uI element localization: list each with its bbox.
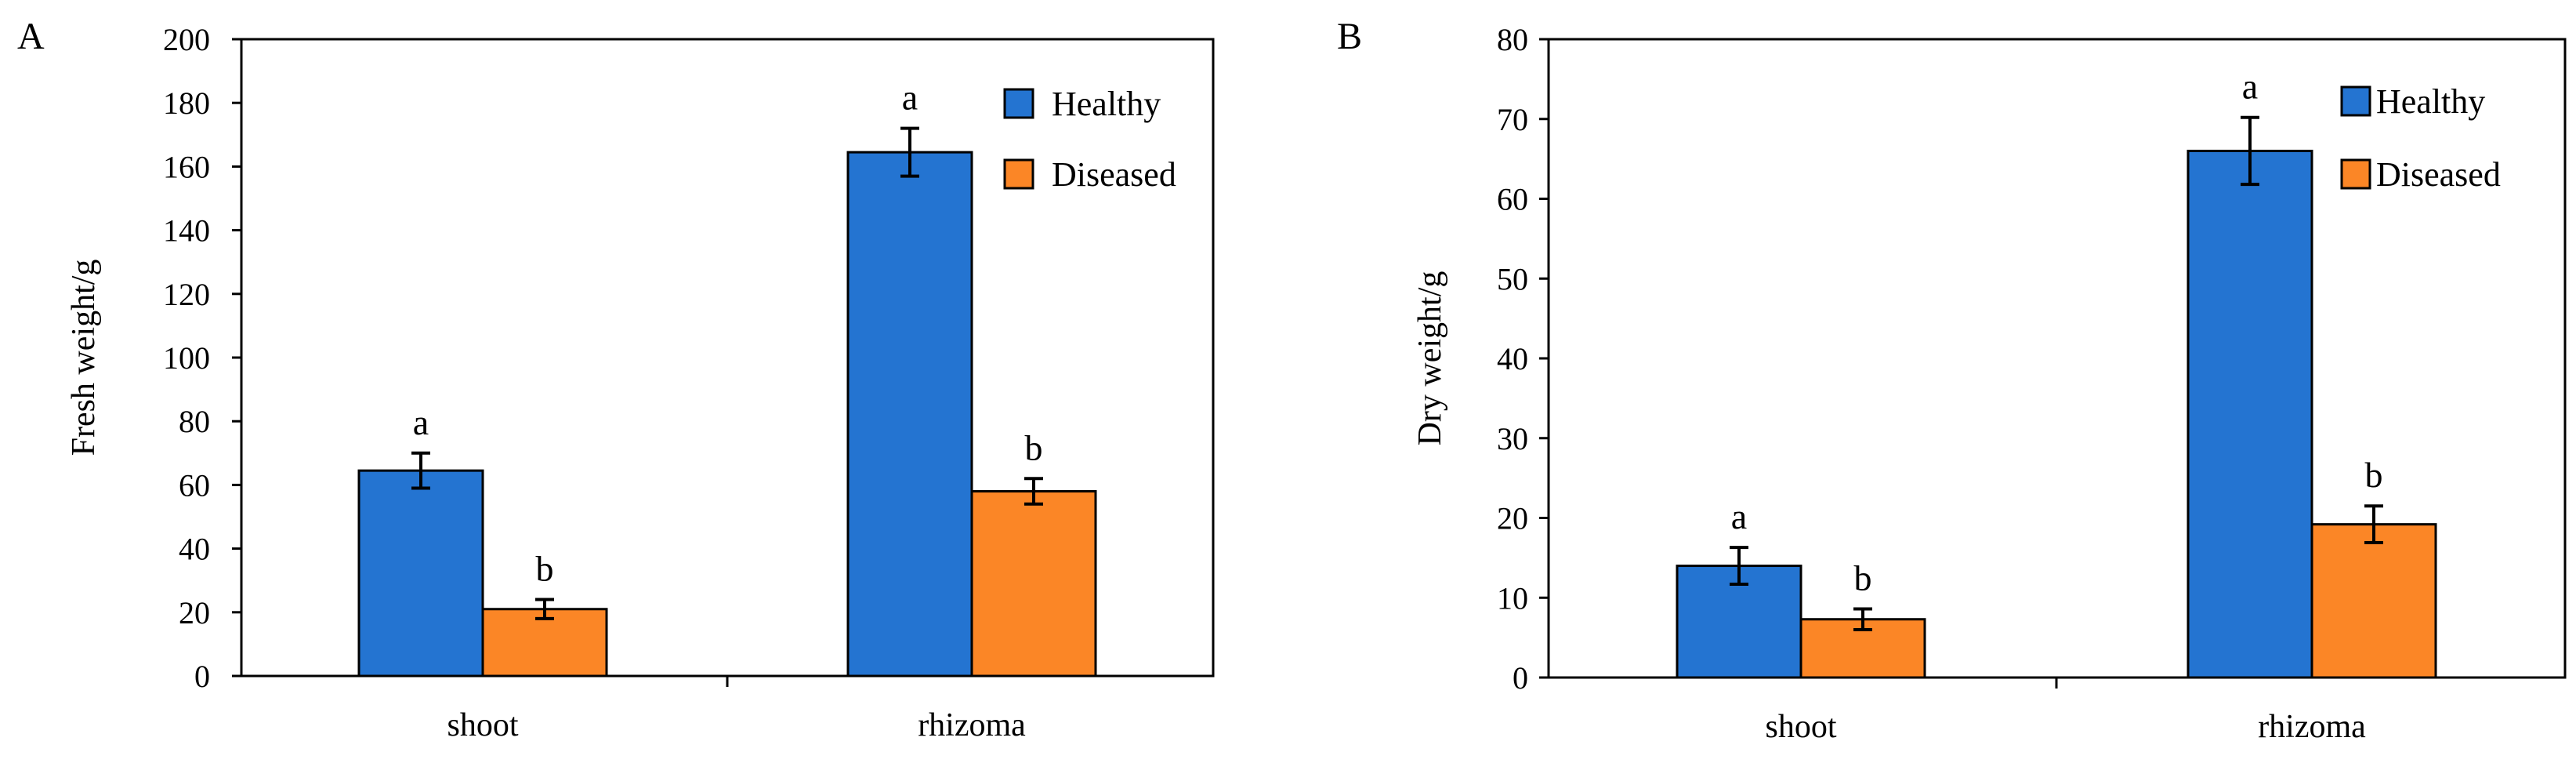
- panel-b-y-tick-label: 70: [1497, 102, 1528, 137]
- panel-a-legend-swatch-healthy: [1003, 88, 1034, 119]
- panel-b-x-tick-label: shoot: [1765, 709, 1836, 745]
- panel-b-y-tick-label: 40: [1497, 341, 1528, 376]
- panel-b-label: B: [1337, 16, 1362, 57]
- panel-a-y-tick-label: 80: [179, 404, 210, 439]
- panel-a-y-tick-label: 120: [163, 277, 210, 312]
- panel-b-y-tick-label: 60: [1497, 182, 1528, 217]
- panel-a-legend-swatch-diseased: [1003, 158, 1034, 190]
- panel-a-y-tick-label: 40: [179, 532, 210, 567]
- panel-b-significance-label: b: [1854, 558, 1872, 598]
- panel-a-bar-rhizoma-diseased: [970, 490, 1097, 678]
- panel-b-bar-rhizoma-diseased: [2310, 523, 2437, 679]
- panel-b-significance-label: a: [1731, 496, 1747, 536]
- panel-a-significance-label: b: [1025, 427, 1043, 467]
- panel-a-bar-rhizoma-healthy: [846, 151, 973, 678]
- panel-b-x-tick-label: rhizoma: [2258, 709, 2366, 745]
- panel-a-plot-frame: [240, 38, 1215, 678]
- panel-a-significance-label: a: [902, 78, 918, 118]
- panel-a-y-tick-label: 20: [179, 595, 210, 630]
- panel-b-y-tick-label: 10: [1497, 580, 1528, 616]
- panel-a-bar-shoot-healthy: [357, 469, 484, 678]
- panel-b-plot-frame: [1547, 38, 2567, 679]
- panel-b-y-tick-label: 0: [1513, 660, 1528, 696]
- panel-a-y-axis-label: Fresh weight/g: [66, 260, 102, 456]
- panel-b-legend-label-healthy: Healthy: [2376, 82, 2485, 121]
- panel-a-y-tick-label: 0: [194, 659, 210, 694]
- panel-b-bar-rhizoma-healthy: [2187, 149, 2313, 679]
- panel-b-significance-label: a: [2242, 67, 2258, 107]
- panel-b-y-tick-label: 80: [1497, 22, 1528, 57]
- panel-b-legend-swatch-healthy: [2340, 85, 2371, 117]
- panel-b-y-tick-label: 50: [1497, 261, 1528, 296]
- panel-b-y-tick-label: 20: [1497, 501, 1528, 536]
- panel-a-x-tick-label: shoot: [447, 707, 518, 743]
- panel-a-y-tick-label: 200: [163, 22, 210, 57]
- panel-b-y-tick-label: 30: [1497, 421, 1528, 456]
- panel-a-y-tick-label: 180: [163, 85, 210, 121]
- panel-a-legend-label-diseased: Diseased: [1052, 155, 1176, 194]
- panel-a-x-tick-label: rhizoma: [918, 707, 1026, 743]
- panel-b-legend-label-diseased: Diseased: [2376, 155, 2501, 194]
- panel-a-legend-label-healthy: Healthy: [1052, 85, 1161, 123]
- panel-b-legend-swatch-diseased: [2340, 158, 2371, 190]
- panel-a-y-tick-label: 140: [163, 213, 210, 249]
- panel-a-y-tick-label: 160: [163, 149, 210, 184]
- panel-a-y-tick-label: 60: [179, 467, 210, 503]
- panel-a-significance-label: b: [536, 549, 554, 589]
- panel-a-y-tick-label: 100: [163, 340, 210, 376]
- panel-b-significance-label: b: [2365, 455, 2383, 495]
- panel-a-significance-label: a: [413, 402, 429, 442]
- panel-b-y-axis-label: Dry weight/g: [1412, 271, 1448, 446]
- panel-a-label: A: [17, 16, 45, 57]
